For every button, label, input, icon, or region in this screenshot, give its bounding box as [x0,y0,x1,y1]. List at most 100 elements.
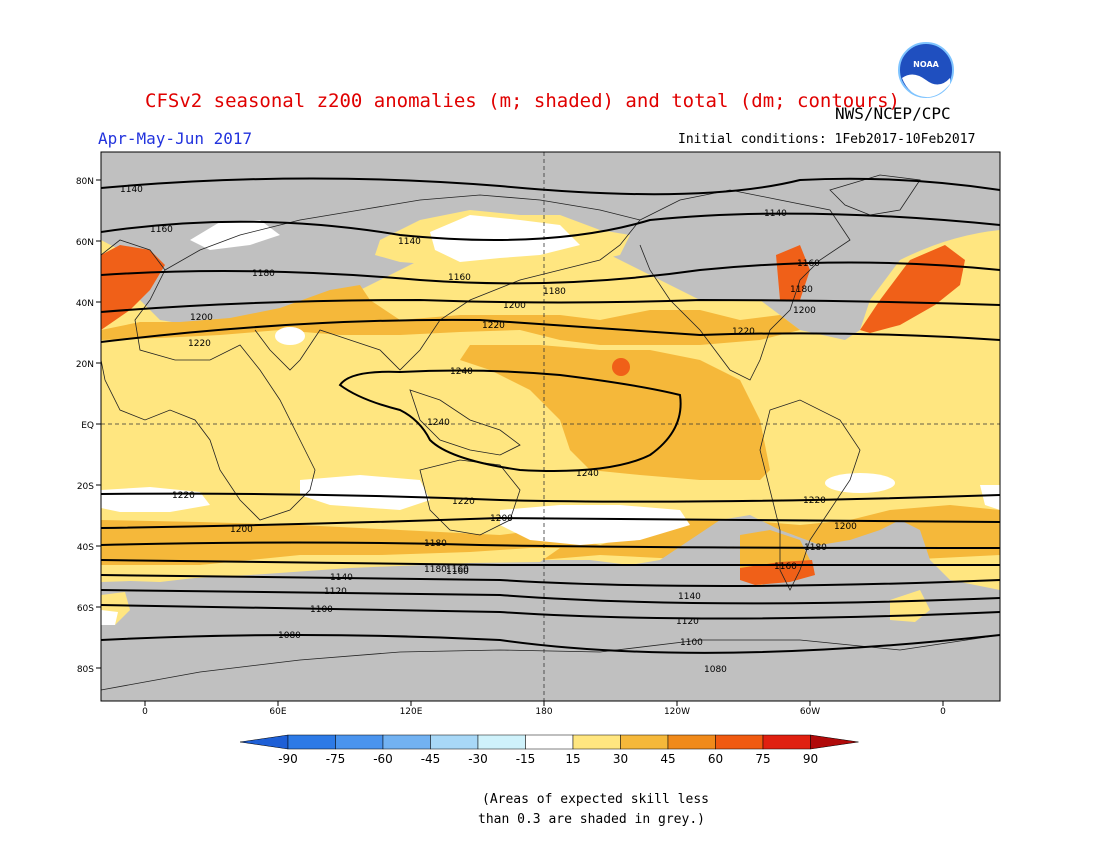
eurasia-outline [164,194,641,371]
contour-1160-n [101,212,1000,241]
orange-europe-west [101,245,165,330]
contour-1240 [338,369,682,472]
contour-label: 1080 [278,631,301,641]
contour-label: 1100 [680,638,703,648]
white-india [275,327,305,345]
lat-label: EQ [81,421,94,431]
north-america-outline [639,189,851,381]
contour-label: 1180 [424,539,447,549]
lat-label: 20N [76,360,94,370]
white-east-edge [980,485,1000,510]
contour-1140-s [101,574,1000,587]
contour-label-group: 1140 1160 1180 1200 1220 1240 1220 1200 … [120,185,857,675]
lon-label: 180 [535,707,552,717]
orange-spot-pacific [612,358,630,376]
white-siberia [430,215,580,262]
contour-label: 1180 [790,285,813,295]
contour-label: 1240 [450,367,473,377]
colorbar-swatch [525,734,574,750]
contour-label: 1140 [398,237,421,247]
lat-label: 20S [77,482,94,492]
white-sw-corner [101,610,118,625]
chart-title: CFSv2 seasonal z200 anomalies (m; shaded… [145,90,900,112]
colorbar-label: 60 [708,752,723,766]
colorbar-swatch [335,734,384,750]
white-south-pacific [500,505,690,545]
contour-1180-s [101,541,1000,549]
map-frame [100,151,1001,702]
contour-label: 1240 [427,418,450,428]
contour-label: 1160 [150,225,173,235]
contour-1160-s [101,559,1000,567]
contour-label: 1140 [764,209,787,219]
colorbar-swatch [620,734,669,750]
colorbar-arrow-left [239,734,289,750]
greenland-outline [829,174,921,216]
lat-label: 40N [76,299,94,309]
colorbar-swatch [667,734,716,750]
contour-1200-s [101,516,1000,529]
contour-label: 1080 [704,665,727,675]
contour-1220-n [101,318,1000,343]
contour-label: 1220 [482,321,505,331]
lon-label: 120W [664,707,690,717]
contour-label: 1200 [490,514,513,524]
colorbar-label: -30 [468,752,488,766]
contour-label: 1180 [543,287,566,297]
lon-label: 120E [400,707,423,717]
lat-label: 60N [76,238,94,248]
africa-europe-outline [101,239,316,521]
lat-label: 60S [77,604,94,614]
white-south-america [825,473,895,493]
yellow-se [890,590,930,622]
contour-label: 1160 [774,562,797,572]
initial-conditions-label: Initial conditions: 1Feb2017-10Feb2017 [678,132,976,147]
colorbar-label: 75 [755,752,770,766]
noaa-logo: NOAA [898,42,954,98]
orange-patagonia [740,560,815,585]
contour-1100-s [101,604,1000,620]
lon-label: 60E [269,707,286,717]
lat-ticks [96,179,101,669]
white-indian-ocean [300,475,430,510]
colorbar-swatch [762,734,811,750]
contour-label: 1160 [446,565,469,575]
contour-label: 1180 [252,269,275,279]
lon-label: 0 [142,707,148,717]
colorbar-label: -15 [516,752,536,766]
colorbar-label: -60 [373,752,393,766]
coastlines [101,174,1000,691]
contour-label: 1200 [834,522,857,532]
height-contours [101,177,1000,654]
footnote-line-1: (Areas of expected skill less [482,792,709,807]
contour-label: 1160 [446,567,469,577]
lon-axis: 0 60E 120E 180 120W 60W 0 [142,707,946,717]
contour-label: 1220 [732,327,755,337]
colorbar-swatch [287,734,336,750]
colorbar-label: 15 [565,752,580,766]
colorbar-label: -75 [326,752,346,766]
contour-label: 1140 [330,573,353,583]
contour-label: 1220 [452,497,475,507]
yellow-south-strip [101,548,560,582]
contour-label: 1100 [310,605,333,615]
contour-1180-n [101,261,1000,285]
lat-label: 80N [76,177,94,187]
contour-label: 1220 [172,491,195,501]
colorbar-label: 90 [803,752,818,766]
colorbar-swatch [572,734,621,750]
contour-label: 1200 [230,525,253,535]
lat-label: 40S [77,543,94,553]
contour-label: 1180 [804,543,827,553]
contour-1140-n [101,177,1000,196]
contour-label: 1120 [324,587,347,597]
contour-label: 1240 [576,469,599,479]
contour-label: 1180 [424,565,447,575]
anomaly-shading [101,152,1000,701]
contour-1080-s [101,634,1000,654]
orange-northeast-us [776,245,810,300]
lat-axis: 80N 60N 40N 20N EQ 20S 40S 60S 80S [76,177,94,675]
contour-1220-s [101,492,1000,503]
contour-label: 1220 [188,339,211,349]
south-america-outline [759,399,861,591]
